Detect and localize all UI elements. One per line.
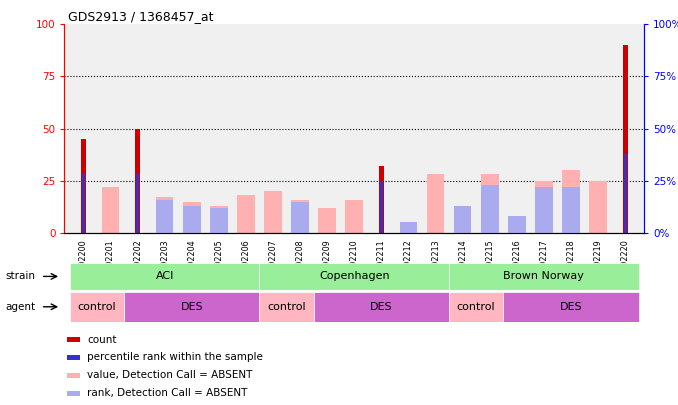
Bar [449, 263, 639, 290]
Text: Copenhagen: Copenhagen [319, 271, 390, 281]
Bar [481, 185, 498, 233]
Text: control: control [457, 302, 496, 312]
Text: percentile rank within the sample: percentile rank within the sample [87, 352, 263, 362]
Bar [210, 208, 228, 233]
Bar [314, 292, 449, 322]
Bar [622, 45, 628, 233]
Bar [624, 153, 626, 233]
Bar [67, 337, 80, 341]
Text: control: control [77, 302, 116, 312]
Bar [156, 200, 174, 233]
Bar [562, 187, 580, 233]
Bar [292, 200, 309, 233]
Bar [183, 202, 201, 233]
Text: DES: DES [180, 302, 203, 312]
Bar [535, 181, 553, 233]
Bar [399, 229, 417, 233]
Bar [82, 175, 85, 233]
Text: strain: strain [5, 271, 35, 281]
Text: GDS2913 / 1368457_at: GDS2913 / 1368457_at [68, 10, 214, 23]
Text: DES: DES [370, 302, 393, 312]
Bar [454, 206, 471, 233]
Text: rank, Detection Call = ABSENT: rank, Detection Call = ABSENT [87, 388, 247, 399]
Bar [292, 202, 309, 233]
Bar [454, 206, 471, 233]
Bar [399, 222, 417, 233]
Bar [70, 292, 124, 322]
Text: value, Detection Call = ABSENT: value, Detection Call = ABSENT [87, 371, 252, 380]
Bar [135, 129, 140, 233]
Text: agent: agent [5, 302, 35, 312]
Bar [508, 216, 525, 233]
Bar [426, 175, 444, 233]
Text: Brown Norway: Brown Norway [504, 271, 584, 281]
Bar [503, 292, 639, 322]
Bar [102, 187, 119, 233]
Bar [562, 170, 580, 233]
Bar [260, 292, 314, 322]
Bar [346, 200, 363, 233]
Bar [81, 139, 86, 233]
Text: ACI: ACI [155, 271, 174, 281]
Bar [535, 187, 553, 233]
Bar [481, 175, 498, 233]
Bar [379, 166, 384, 233]
Bar [70, 263, 260, 290]
Bar [156, 197, 174, 233]
Bar [264, 191, 282, 233]
Bar [260, 263, 449, 290]
Text: control: control [267, 302, 306, 312]
Bar [67, 391, 80, 396]
Bar [67, 373, 80, 377]
Bar [380, 181, 383, 233]
Bar [183, 206, 201, 233]
Text: DES: DES [559, 302, 582, 312]
Bar [319, 208, 336, 233]
Bar [136, 175, 139, 233]
Bar [67, 356, 80, 360]
Text: count: count [87, 335, 117, 345]
Bar [124, 292, 260, 322]
Bar [210, 206, 228, 233]
Bar [589, 181, 607, 233]
Bar [237, 195, 255, 233]
Bar [449, 292, 503, 322]
